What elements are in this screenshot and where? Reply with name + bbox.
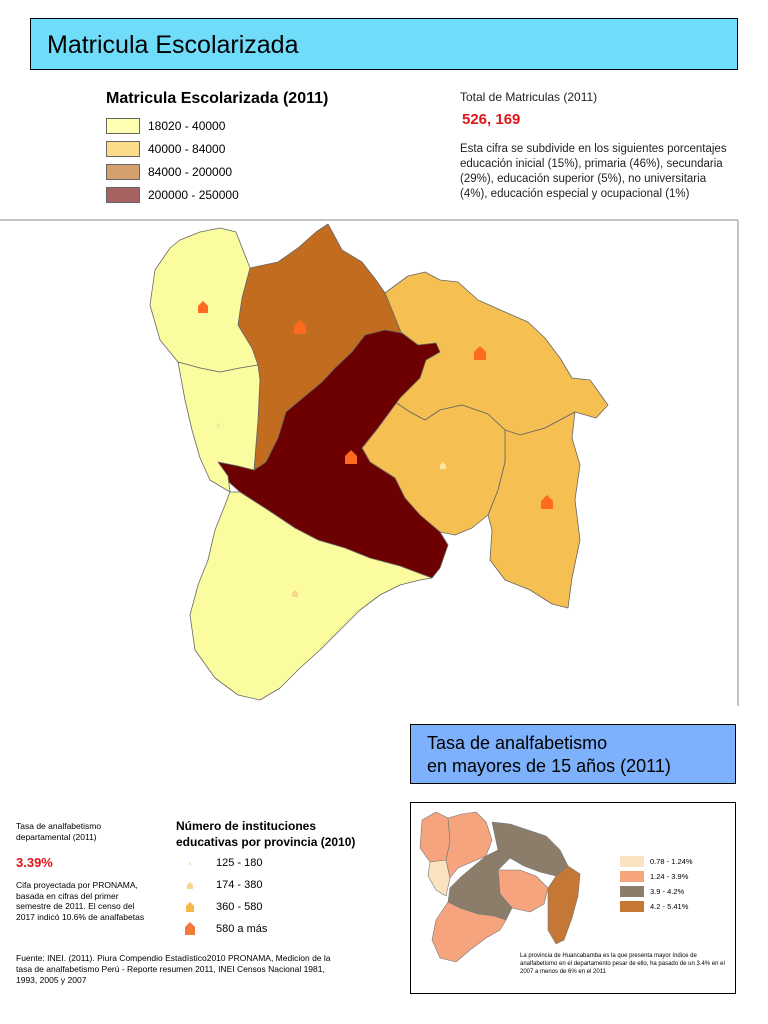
inset-region-ayabaca bbox=[491, 821, 569, 877]
piura-province-map bbox=[0, 219, 739, 706]
inset-region-sechura bbox=[431, 901, 507, 963]
region-huancabamba bbox=[487, 411, 581, 609]
inset-region-sullana bbox=[445, 811, 493, 879]
school-icon-medium bbox=[186, 902, 194, 912]
school-icon-large bbox=[198, 301, 208, 313]
literacy-title-line2: en mayores de 15 años (2011) bbox=[427, 756, 671, 776]
inset-legend-swatch bbox=[620, 886, 644, 897]
institutions-label: 580 a más bbox=[216, 923, 268, 935]
departmental-rate-note: Cifa proyectada por PRONAMA, basada en c… bbox=[16, 880, 145, 922]
legend-label: 84000 - 200000 bbox=[148, 165, 233, 179]
inset-region-paita bbox=[427, 859, 451, 897]
legend-swatch bbox=[106, 187, 140, 203]
inset-legend-swatch bbox=[620, 871, 644, 882]
inset-legend-label: 0.78 - 1.24% bbox=[650, 857, 693, 866]
institutions-label: 360 - 580 bbox=[216, 901, 263, 913]
inset-note: La provincia de Huancabamba es la que pr… bbox=[520, 953, 725, 975]
inset-legend-label: 1.24 - 3.9% bbox=[650, 872, 689, 881]
legend-swatch bbox=[106, 164, 140, 180]
total-description: Esta cifra se subdivide en los siguiente… bbox=[460, 143, 727, 200]
school-icon-tiny bbox=[216, 423, 220, 427]
inset-region-talara bbox=[419, 811, 451, 863]
departmental-rate-label: Tasa de analfabetismo departamental (201… bbox=[16, 821, 102, 842]
literacy-title-line1: Tasa de analfabetismo bbox=[427, 733, 608, 753]
school-icon-large bbox=[474, 346, 486, 360]
school-icon-large bbox=[345, 450, 357, 464]
legend-label: 200000 - 250000 bbox=[148, 188, 239, 202]
legend-swatch bbox=[106, 141, 140, 157]
school-icon-tiny bbox=[189, 862, 191, 865]
school-icon-large bbox=[185, 922, 195, 935]
school-icon-small bbox=[292, 590, 298, 597]
institutions-legend-title: Número de instituciones educativas por p… bbox=[176, 818, 355, 850]
literacy-inset-map bbox=[419, 811, 581, 963]
total-value: 526, 169 bbox=[462, 111, 521, 128]
title-banner: Matricula Escolarizada bbox=[30, 18, 738, 70]
literacy-title-box: Tasa de analfabetismo en mayores de 15 a… bbox=[410, 724, 736, 784]
institutions-label: 174 - 380 bbox=[216, 879, 263, 891]
institutions-title-line2: educativas por provincia (2010) bbox=[176, 835, 356, 849]
legend-label: 40000 - 84000 bbox=[148, 142, 226, 156]
legend-title: Matricula Escolarizada (2011) bbox=[106, 90, 329, 107]
inset-legend-label: 3.9 - 4.2% bbox=[650, 887, 685, 896]
inset-legend-label: 4.2 - 5.41% bbox=[650, 902, 689, 911]
region-sechura bbox=[189, 491, 433, 701]
inset-region-huancabamba bbox=[547, 865, 581, 945]
school-icon-large bbox=[294, 320, 306, 334]
inset-legend-swatch bbox=[620, 901, 644, 912]
school-icon-small bbox=[187, 882, 193, 889]
inset-legend-swatch bbox=[620, 856, 644, 867]
school-icon-small bbox=[440, 462, 446, 469]
source-citation: Fuente: INEI. (2011). Piura Compendio Es… bbox=[16, 953, 331, 985]
institutions-title-line1: Número de instituciones bbox=[176, 819, 317, 833]
institutions-label: 125 - 180 bbox=[216, 857, 263, 869]
legend-swatch bbox=[106, 118, 140, 134]
total-label: Total de Matriculas (2011) bbox=[460, 90, 598, 104]
legend-label: 18020 - 40000 bbox=[148, 119, 226, 133]
departmental-rate-value: 3.39% bbox=[16, 855, 53, 870]
region-talara bbox=[149, 227, 259, 373]
school-icon-large bbox=[541, 495, 553, 509]
page-title: Matricula Escolarizada bbox=[47, 31, 299, 59]
